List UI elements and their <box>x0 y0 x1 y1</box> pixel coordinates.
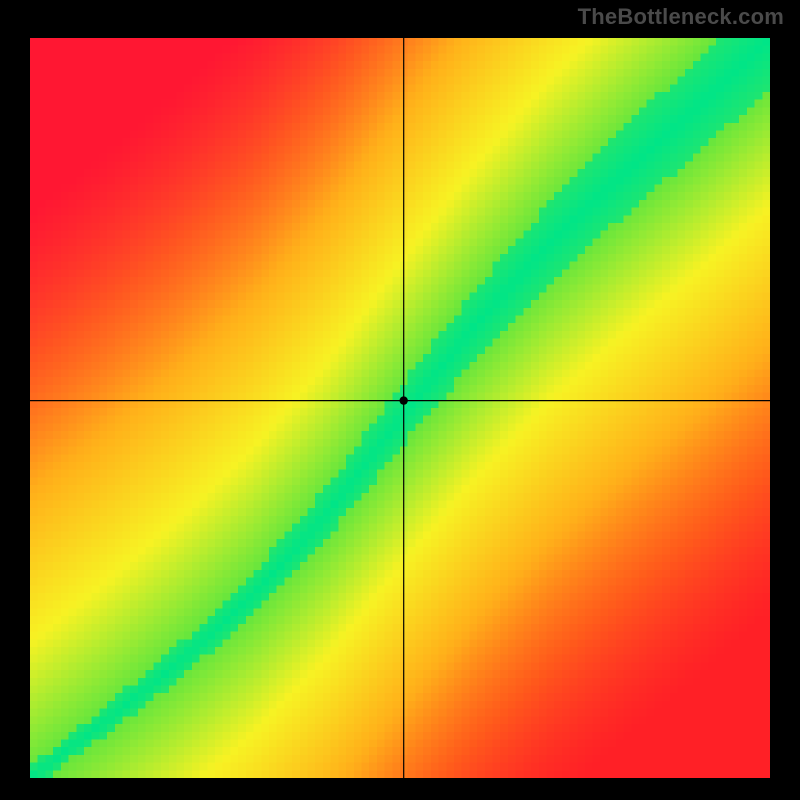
attribution-text: TheBottleneck.com <box>578 4 784 30</box>
bottleneck-heatmap <box>30 38 770 778</box>
chart-frame: TheBottleneck.com <box>0 0 800 800</box>
